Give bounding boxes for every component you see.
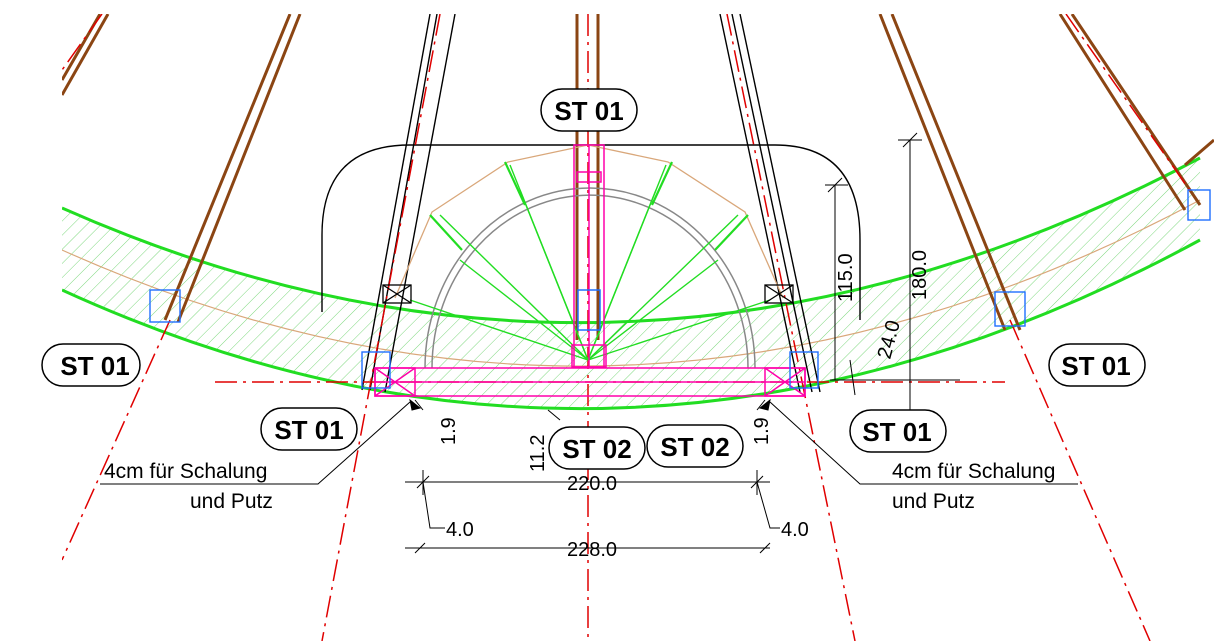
- note-leaders: [100, 398, 1078, 485]
- dim-19-left: 1.9: [438, 417, 460, 445]
- st01-left-label: ST 01: [41, 343, 141, 387]
- bottom-tie-beam: [374, 367, 806, 397]
- st01-left-text: ST 01: [60, 351, 129, 381]
- note-right-line1: 4cm für Schalung: [892, 460, 1055, 483]
- note-left-line2: und Putz: [190, 490, 273, 513]
- dim-115: 115.0: [835, 253, 857, 302]
- truss-blocks: [382, 284, 794, 304]
- dim-180: 180.0: [909, 250, 931, 300]
- st02-left-text: ST 02: [562, 434, 631, 464]
- dimension-lines: [405, 132, 960, 554]
- dim-112: 11.2: [527, 435, 549, 472]
- st01-lower-left-text: ST 01: [274, 415, 343, 445]
- note-right-line2: und Putz: [892, 490, 975, 513]
- st01-top-text: ST 01: [554, 96, 623, 126]
- connection-plates: [149, 189, 1211, 389]
- st01-lower-left-label: ST 01: [260, 407, 358, 451]
- dim-19-right: 1.9: [751, 417, 773, 445]
- dim-4-left: 4.0: [446, 519, 474, 541]
- st02-right-text: ST 02: [660, 432, 729, 462]
- dim-4-right: 4.0: [781, 519, 809, 541]
- st02-right-label: ST 02: [646, 424, 744, 468]
- st01-lower-right-label: ST 01: [849, 409, 947, 453]
- st01-right-label: ST 01: [1048, 343, 1146, 387]
- curved-beam: [62, 156, 1201, 411]
- dim-220: 220.0: [567, 473, 617, 495]
- note-left-line1: 4cm für Schalung: [104, 460, 267, 483]
- dim-228: 228.0: [567, 539, 617, 561]
- st01-lower-right-text: ST 01: [862, 417, 931, 447]
- radial-spokes: [409, 161, 771, 361]
- st01-top-label: ST 01: [540, 88, 638, 132]
- st01-right-text: ST 01: [1061, 351, 1130, 381]
- central-post: [571, 144, 607, 368]
- st02-left-label: ST 02: [548, 426, 646, 470]
